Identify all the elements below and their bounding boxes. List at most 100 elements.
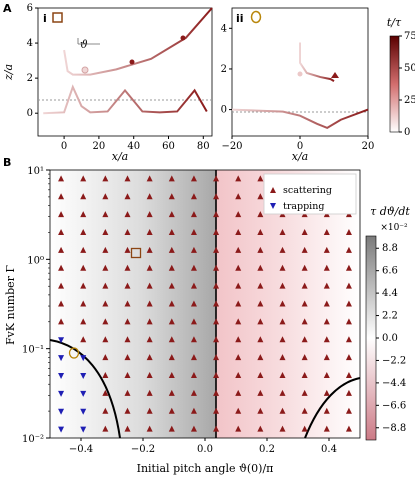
scattering-marker: [146, 354, 153, 361]
scattering-marker: [345, 389, 352, 396]
scattering-marker: [168, 175, 175, 182]
scattering-marker: [235, 282, 242, 289]
colorbar-tick-label: −4.4: [382, 378, 406, 389]
colorbar-tick-label: 50: [404, 63, 415, 74]
scattering-marker: [301, 354, 308, 361]
trapping-legend-icon: [270, 203, 276, 209]
scattering-marker: [80, 300, 87, 307]
scattering-marker: [124, 229, 131, 236]
separatrix-left-curve: [49, 339, 121, 439]
scattering-marker: [124, 425, 131, 432]
scattering-marker: [301, 336, 308, 343]
scattering-marker: [301, 371, 308, 378]
scattering-marker: [257, 264, 264, 271]
scattering-marker: [190, 175, 197, 182]
b-y-axis-label: FvK number Γ: [4, 265, 17, 345]
trapping-marker: [80, 372, 87, 379]
colorbar-tick-label: 6.6: [382, 266, 398, 277]
trapping-marker: [58, 426, 65, 433]
scattering-marker: [124, 264, 131, 271]
trajectory-lower-series: [231, 108, 369, 129]
scattering-marker: [301, 407, 308, 414]
scattering-marker: [124, 407, 131, 414]
scattering-marker: [235, 389, 242, 396]
y-tick-label: 10⁻²: [22, 434, 44, 445]
y-tick-label: 6: [27, 3, 33, 14]
scattering-marker: [190, 371, 197, 378]
scattering-marker: [80, 336, 87, 343]
scattering-marker: [257, 175, 264, 182]
scattering-marker: [168, 300, 175, 307]
scattering-marker: [190, 282, 197, 289]
scattering-marker: [190, 407, 197, 414]
scattering-marker: [58, 229, 65, 236]
scattering-marker: [257, 229, 264, 236]
b-y-ticks: 10⁻² 10⁻¹ 10⁰ 10¹: [22, 166, 50, 445]
scattering-marker: [345, 246, 352, 253]
scattering-marker: [102, 246, 109, 253]
scattering-marker: [102, 264, 109, 271]
scattering-marker: [323, 389, 330, 396]
circle-icon: [250, 10, 262, 24]
scattering-marker: [235, 407, 242, 414]
y-tick-label: 0: [221, 105, 227, 116]
colorbar-time: t/τ 0 25 50 75: [387, 16, 415, 138]
scattering-marker: [58, 211, 65, 218]
scattering-marker: [235, 193, 242, 200]
scattering-marker: [80, 282, 87, 289]
scattering-marker: [168, 264, 175, 271]
scattering-marker: [323, 282, 330, 289]
colorbar-tick-label: 8.8: [382, 243, 398, 254]
scattering-marker: [190, 336, 197, 343]
colorbar-time-bar: [389, 35, 400, 133]
scattering-marker: [80, 229, 87, 236]
scattering-marker: [190, 246, 197, 253]
trajectory-start-point: [81, 66, 89, 74]
scattering-marker: [146, 389, 153, 396]
x-tick-label: −0.4: [69, 444, 93, 455]
scattering-marker: [345, 318, 352, 325]
scattering-marker: [345, 282, 352, 289]
trapping-marker: [58, 390, 65, 397]
scattering-marker: [345, 229, 352, 236]
scattering-marker: [323, 354, 330, 361]
scattering-marker: [323, 318, 330, 325]
scattering-marker: [146, 264, 153, 271]
scattering-marker: [58, 193, 65, 200]
scattering-marker: [323, 246, 330, 253]
scattering-marker: [168, 425, 175, 432]
scattering-marker: [323, 371, 330, 378]
scattering-marker: [323, 407, 330, 414]
trajectory-point: [180, 35, 186, 41]
scattering-marker: [279, 229, 286, 236]
scattering-marker: [124, 389, 131, 396]
colorbar-rate-ticks: 8.8 6.6 4.4 2.2 0.0 −2.2 −4.4 −6.6 −8.8: [376, 243, 406, 434]
y-tick-label: 10¹: [27, 166, 44, 177]
scattering-marker: [190, 193, 197, 200]
trajectory-lower-series: [43, 84, 208, 115]
scattering-marker: [213, 389, 220, 396]
scattering-marker: [301, 229, 308, 236]
y-tick-label: 4: [221, 23, 227, 34]
scattering-marker: [124, 193, 131, 200]
scattering-marker: [80, 175, 87, 182]
scattering-marker: [102, 211, 109, 218]
scattering-marker: [257, 336, 264, 343]
trapping-marker: [58, 372, 65, 379]
scattering-marker: [345, 354, 352, 361]
scattering-marker: [301, 425, 308, 432]
panel-a-ii: ii −20 0 20 0 2 4 x/a: [221, 7, 374, 163]
scattering-marker: [235, 264, 242, 271]
scattering-marker: [190, 264, 197, 271]
colorbar-tick-label: 4.4: [382, 288, 398, 299]
scattering-marker: [301, 282, 308, 289]
scattering-marker: [102, 389, 109, 396]
scattering-marker: [235, 246, 242, 253]
scattering-marker: [168, 407, 175, 414]
colorbar-rate-scale: ×10⁻²: [380, 223, 408, 233]
x-tick-label: 0.0: [197, 444, 213, 455]
scattering-marker: [279, 282, 286, 289]
legend: scattering trapping: [263, 173, 357, 215]
trapping-marker: [80, 426, 87, 433]
